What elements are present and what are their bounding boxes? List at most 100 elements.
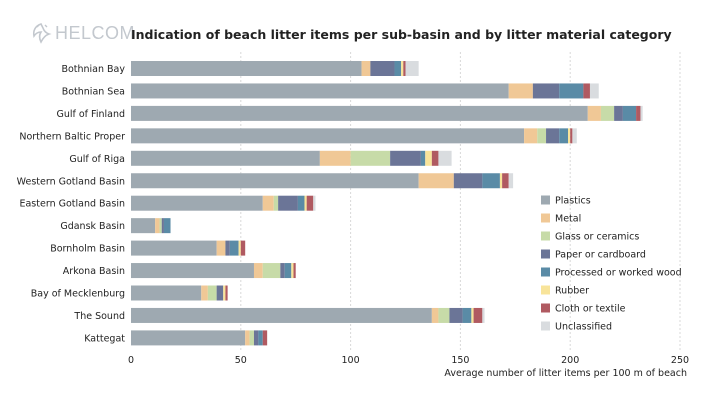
legend-label: Glass or ceramics bbox=[555, 232, 639, 243]
bar-segment bbox=[502, 173, 509, 189]
category-label: Gulf of Finland bbox=[56, 109, 125, 120]
bar-segment bbox=[131, 307, 432, 323]
chart-title: Indication of beach litter items per sub… bbox=[131, 27, 672, 42]
legend-swatch bbox=[541, 231, 550, 241]
logo-text: HELCOM bbox=[55, 22, 136, 43]
bar-segment bbox=[216, 285, 224, 301]
bar-segment bbox=[161, 218, 164, 234]
bar-segment bbox=[201, 285, 208, 301]
legend-swatch bbox=[541, 249, 550, 259]
legend-swatch bbox=[541, 285, 550, 295]
category-label: Bornholm Basin bbox=[50, 244, 125, 255]
bar-segment bbox=[583, 83, 590, 99]
category-label: Bothnian Bay bbox=[61, 64, 125, 75]
bar-segment bbox=[131, 83, 509, 99]
bar-segment bbox=[600, 105, 615, 121]
bar-segment bbox=[319, 150, 351, 166]
x-tick-label: 0 bbox=[128, 355, 134, 366]
bar-segment bbox=[258, 330, 263, 346]
legend-swatch bbox=[541, 195, 550, 205]
x-tick-label: 250 bbox=[671, 355, 689, 366]
bar-segment bbox=[546, 128, 560, 144]
category-label: The Sound bbox=[73, 311, 125, 322]
bar-segment bbox=[262, 195, 274, 211]
bar-segment bbox=[572, 128, 577, 144]
bar-segment bbox=[420, 150, 426, 166]
bar-segment bbox=[216, 240, 226, 256]
bar-segment bbox=[438, 150, 452, 166]
category-label: Bothnian Sea bbox=[62, 86, 125, 97]
bar-segment bbox=[425, 150, 432, 166]
bar-segment bbox=[482, 307, 485, 323]
bar-segment bbox=[131, 173, 419, 189]
bar-segment bbox=[131, 263, 254, 279]
bar-segment bbox=[350, 150, 391, 166]
x-tick-label: 50 bbox=[235, 355, 247, 366]
bar-segment bbox=[131, 61, 362, 76]
bar-segment bbox=[131, 150, 320, 166]
bar-segment bbox=[131, 240, 217, 256]
bar-segment bbox=[568, 128, 571, 144]
bar-segment bbox=[640, 105, 643, 121]
legend-swatch bbox=[541, 213, 550, 223]
bar-segment bbox=[622, 105, 637, 121]
bar-segment bbox=[394, 61, 402, 76]
bar-segment bbox=[313, 195, 316, 211]
legend-swatch bbox=[541, 267, 550, 277]
bar-segment bbox=[405, 61, 419, 76]
bar-segment bbox=[223, 285, 226, 301]
category-label: Gdansk Basin bbox=[60, 221, 125, 232]
bar-segment bbox=[471, 307, 474, 323]
bar-segment bbox=[293, 263, 296, 279]
bar-segment bbox=[508, 83, 533, 99]
helcom-logo: HELCOM bbox=[30, 20, 135, 46]
category-label: Gulf of Riga bbox=[69, 154, 125, 165]
bar-segment bbox=[537, 128, 547, 144]
bar-segment bbox=[131, 218, 156, 234]
bar-segment bbox=[249, 330, 254, 346]
bar-segment bbox=[229, 240, 239, 256]
bar-segment bbox=[291, 263, 294, 279]
category-label: Arkona Basin bbox=[63, 266, 125, 277]
bar-segment bbox=[262, 263, 281, 279]
bar-segment bbox=[131, 285, 202, 301]
bar-segment bbox=[225, 240, 230, 256]
bar-segment bbox=[431, 307, 439, 323]
bar-segment bbox=[449, 307, 463, 323]
bar-segment bbox=[278, 195, 298, 211]
bar-segment bbox=[159, 218, 162, 234]
bar-segment bbox=[284, 263, 292, 279]
category-label: Northern Baltic Proper bbox=[19, 131, 125, 142]
bar-segment bbox=[370, 61, 395, 76]
bar-segment bbox=[453, 173, 483, 189]
legend-label: Rubber bbox=[555, 286, 589, 297]
x-tick-label: 100 bbox=[342, 355, 360, 366]
bar-segment bbox=[462, 307, 472, 323]
bar-segment bbox=[438, 307, 450, 323]
bar-segment bbox=[304, 195, 307, 211]
bar-segment bbox=[482, 173, 500, 189]
bar-segment bbox=[207, 285, 217, 301]
helcom-emblem-icon bbox=[32, 23, 52, 44]
category-label: Kattegat bbox=[84, 333, 125, 344]
bar-segment bbox=[589, 83, 599, 99]
bar-segment bbox=[163, 218, 171, 234]
bar-segment bbox=[280, 263, 285, 279]
bar-segment bbox=[614, 105, 623, 121]
bar-segment bbox=[238, 240, 241, 256]
bar-segment bbox=[559, 83, 584, 99]
bar-segment bbox=[240, 240, 246, 256]
legend-label: Processed or worked wood bbox=[555, 268, 682, 279]
bar-segment bbox=[131, 128, 525, 144]
legend-swatch bbox=[541, 321, 550, 331]
bar-segment bbox=[131, 195, 263, 211]
category-label: Western Gotland Basin bbox=[17, 176, 125, 187]
legend-label: Unclassified bbox=[555, 322, 612, 333]
x-tick-label: 150 bbox=[451, 355, 469, 366]
legend-label: Cloth or textile bbox=[555, 304, 626, 315]
bar-segment bbox=[636, 105, 641, 121]
bar-segment bbox=[155, 218, 160, 234]
bar-segment bbox=[131, 105, 588, 121]
bar-segment bbox=[559, 128, 569, 144]
x-tick-label: 200 bbox=[561, 355, 579, 366]
